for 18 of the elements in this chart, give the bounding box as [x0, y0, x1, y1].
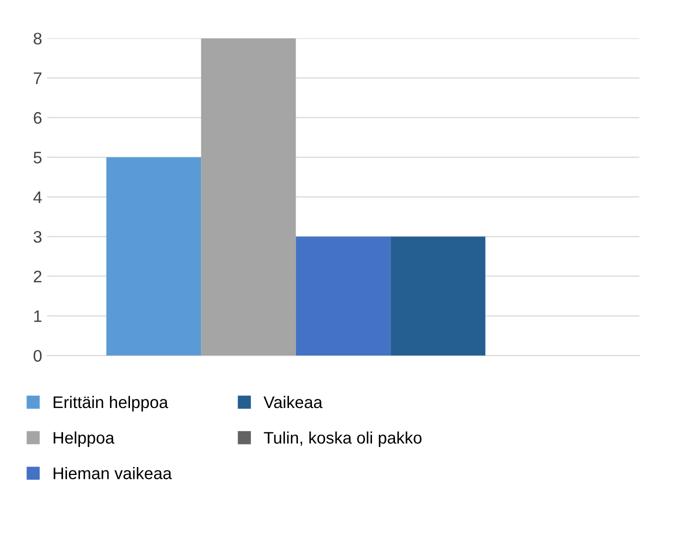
y-tick-label: 8: [34, 32, 42, 44]
y-tick-label: 2: [34, 270, 42, 282]
legend-label: Tulin, koska oli pakko: [264, 431, 422, 448]
legend-label: Vaikeaa: [264, 396, 323, 408]
bar: [390, 236, 486, 356]
y-tick-label: 1: [34, 310, 42, 322]
y-tick-label: 4: [33, 191, 42, 203]
legend-label: Erittäin helppoa: [54, 396, 168, 412]
bar: [201, 38, 296, 356]
bar: [296, 236, 391, 356]
y-tick-label: 0: [34, 350, 42, 362]
bar: [106, 157, 202, 356]
y-tick-label: 7: [34, 72, 42, 84]
y-tick-label: 5: [34, 152, 42, 164]
legend-label: Helppoa: [54, 431, 114, 448]
legend-label: Hieman vaikeaa: [54, 467, 172, 480]
y-tick-label: 3: [34, 230, 42, 243]
y-tick-label: 6: [34, 112, 42, 124]
